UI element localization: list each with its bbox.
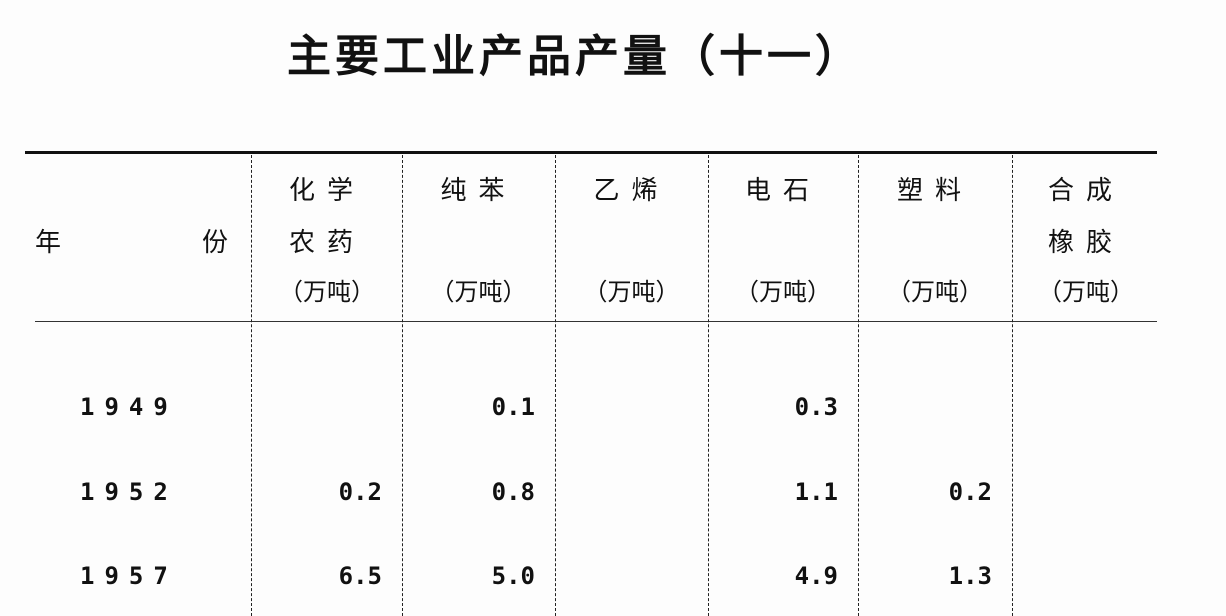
column-divider [858,155,859,616]
year-cell: 1952 [80,478,178,506]
table-header-rule [35,321,1157,322]
column-header-line1: 化学 [288,176,365,206]
column-divider [402,155,403,616]
value-cell: 1.3 [948,562,992,590]
column-header-line2: 橡胶 [1047,228,1124,258]
column-header-unit: （万吨） [583,278,680,306]
value-cell: 6.5 [338,562,382,590]
value-cell: 5.0 [491,562,535,590]
year-cell: 1949 [80,393,178,421]
column-header-line1: 塑料 [896,176,973,206]
value-cell: 0.8 [491,478,535,506]
column-header-line2: 农药 [288,228,365,258]
value-cell: 0.2 [338,478,382,506]
column-header-unit: （万吨） [887,278,983,306]
header-year-right: 份 [202,228,229,258]
value-cell: 0.2 [948,478,992,506]
value-cell: 0.1 [491,393,535,421]
column-header-line1: 纯苯 [440,176,517,206]
table-top-rule [25,151,1157,154]
column-header-unit: （万吨） [279,278,375,306]
column-header-unit: （万吨） [430,278,527,306]
column-divider [251,155,252,616]
year-cell: 1957 [80,562,178,590]
header-year-left: 年 [35,228,62,258]
value-cell: 0.3 [794,393,838,421]
value-cell: 4.9 [794,562,838,590]
column-divider [708,155,709,616]
column-header-unit: （万吨） [735,278,831,306]
value-cell: 1.1 [794,478,838,506]
column-divider [1012,155,1013,616]
column-header-line1: 合成 [1047,176,1124,206]
column-header-line1: 乙烯 [593,176,670,206]
column-header-unit: （万吨） [1038,278,1134,306]
page-title: 主要工业产品产量（十一） [287,31,863,82]
column-divider [555,155,556,616]
column-header-line1: 电石 [744,176,821,206]
